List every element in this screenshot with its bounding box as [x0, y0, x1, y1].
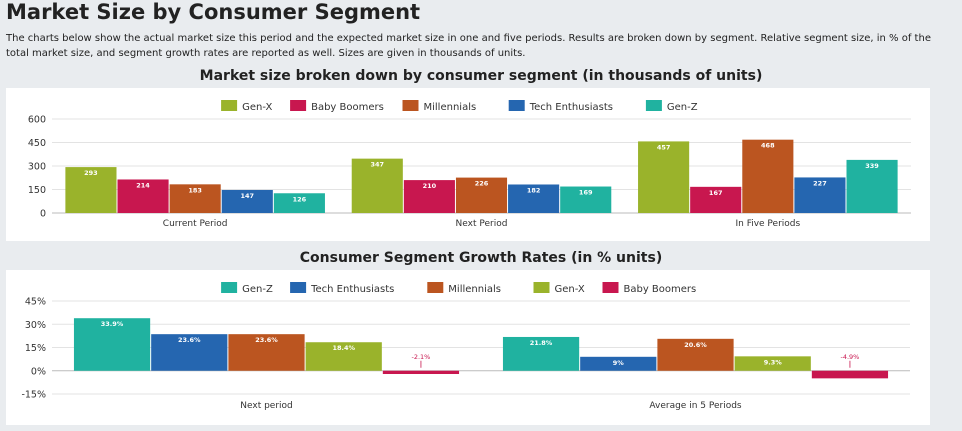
bar — [742, 139, 794, 213]
growth-rates-chart: Gen-Z Tech Enthusiasts Millennials Gen-X Bab… — [21, 282, 910, 411]
legend-swatch — [533, 282, 550, 293]
data-label: 147 — [240, 192, 254, 200]
bar — [560, 186, 612, 213]
chart-1-title: Market size broken down by consumer segm… — [199, 68, 763, 84]
data-label: 210 — [423, 182, 437, 190]
legend-swatch — [221, 282, 238, 293]
y-tick-label: 0% — [31, 366, 46, 377]
data-label: 339 — [865, 162, 879, 170]
legend-swatch — [290, 282, 307, 293]
legend-label: Gen-X — [555, 284, 585, 295]
bar — [151, 334, 228, 371]
x-tick-label: Next period — [240, 401, 293, 411]
data-label: 21.8% — [530, 339, 553, 347]
legend-swatch — [221, 100, 238, 111]
data-label: 20.6% — [684, 341, 707, 349]
x-tick-label: In Five Periods — [735, 219, 800, 229]
y-tick-label: 600 — [28, 115, 46, 126]
data-label: 347 — [370, 161, 384, 169]
data-label: 23.6% — [255, 336, 278, 344]
bar — [273, 193, 325, 213]
legend-swatch — [402, 100, 419, 111]
legend-label: Gen-X — [242, 102, 272, 113]
data-label: 182 — [527, 186, 541, 194]
bar — [846, 159, 898, 213]
legend-label: Baby Boomers — [311, 102, 384, 113]
legend-label: Tech Enthusiasts — [310, 284, 394, 295]
bar — [657, 338, 734, 371]
y-tick-label: 15% — [25, 343, 46, 354]
bar — [690, 186, 742, 213]
bar — [73, 318, 151, 371]
bar — [638, 141, 690, 213]
y-tick-label: 150 — [28, 185, 46, 196]
bar — [811, 370, 889, 379]
bar — [382, 370, 460, 375]
data-label: 33.9% — [101, 320, 124, 328]
bar — [794, 177, 846, 213]
data-label: 23.6% — [178, 336, 201, 344]
data-label: 457 — [657, 143, 671, 151]
legend-label: Tech Enthusiasts — [529, 102, 613, 113]
y-tick-label: 30% — [25, 320, 46, 331]
x-tick-label: Current Period — [163, 219, 228, 229]
legend-label: Gen-Z — [242, 284, 273, 295]
x-tick-label: Average in 5 Periods — [649, 401, 742, 411]
data-label: 183 — [188, 186, 202, 194]
legend-swatch — [290, 100, 307, 111]
y-tick-label: 45% — [25, 297, 46, 308]
bar — [169, 184, 221, 213]
data-label: 468 — [761, 142, 775, 150]
data-label: 9% — [613, 359, 625, 367]
bar — [305, 342, 382, 371]
bar — [502, 336, 580, 371]
y-tick-label: 300 — [28, 162, 46, 173]
legend-label: Millennials — [424, 102, 477, 113]
data-label: 293 — [84, 169, 98, 177]
market-size-chart-panel: Gen-X Baby Boomers Millennials Tech Enthusi… — [6, 88, 930, 241]
legend-swatch — [427, 282, 444, 293]
data-label: 18.4% — [332, 344, 355, 352]
y-tick-label: 450 — [28, 138, 46, 149]
bar — [65, 167, 117, 213]
legend-swatch — [508, 100, 525, 111]
bar — [221, 189, 273, 213]
data-label: -2.1% — [412, 353, 431, 361]
bar — [580, 356, 657, 371]
data-label: 214 — [136, 181, 150, 189]
page-description: The charts below show the actual market … — [6, 33, 931, 59]
data-label: 226 — [475, 180, 489, 188]
data-label: 167 — [709, 189, 723, 197]
bar — [117, 179, 169, 213]
legend-swatch — [645, 100, 662, 111]
bar — [351, 158, 403, 213]
legend-label: Millennials — [448, 284, 501, 295]
legend-swatch — [602, 282, 619, 293]
market-size-chart: Gen-X Baby Boomers Millennials Tech Enthusi… — [28, 100, 911, 229]
bar — [228, 334, 305, 371]
bar — [734, 356, 811, 371]
chart-2-title: Consumer Segment Growth Rates (in % unit… — [299, 250, 663, 266]
bar — [455, 177, 508, 213]
page-title: Market Size by Consumer Segment — [6, 0, 421, 24]
bar — [403, 180, 455, 213]
growth-rates-chart-panel: Gen-Z Tech Enthusiasts Millennials Gen-X Bab… — [6, 270, 930, 425]
y-tick-label: 0 — [40, 209, 46, 220]
data-label: 227 — [813, 179, 827, 187]
legend-label: Baby Boomers — [624, 284, 697, 295]
bar — [508, 184, 560, 213]
data-label: 169 — [579, 189, 593, 197]
data-label: 126 — [293, 195, 307, 203]
data-label: 9.3% — [764, 358, 783, 366]
legend-label: Gen-Z — [667, 102, 698, 113]
data-label: -4.9% — [841, 353, 860, 361]
x-tick-label: Next Period — [456, 219, 508, 229]
y-tick-label: -15% — [21, 390, 46, 401]
